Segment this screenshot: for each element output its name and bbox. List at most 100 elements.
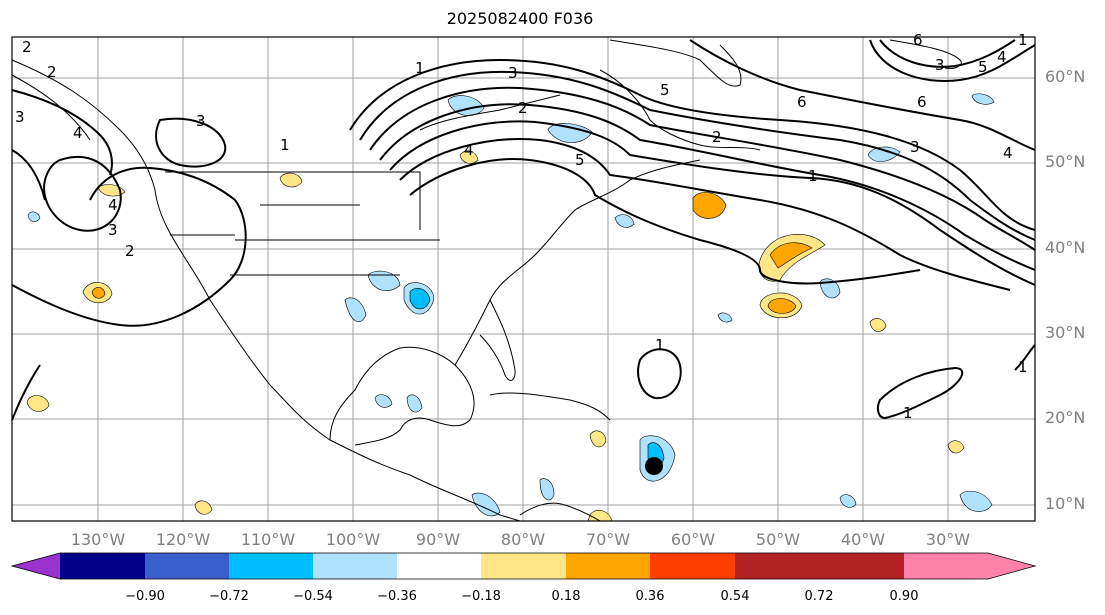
colorbar-segment [819, 553, 904, 579]
positive-anomaly [279, 172, 303, 188]
contour-label: 1 [1018, 358, 1028, 376]
contour-label: 1 [415, 59, 425, 77]
positive-anomaly [767, 298, 797, 314]
negative-anomaly [971, 93, 995, 105]
contour-label: 1 [280, 136, 290, 154]
lat-label: 10°N [1045, 494, 1086, 513]
colorbar-tick: −0.72 [209, 589, 249, 604]
negative-anomaly [471, 492, 501, 517]
negative-anomaly [717, 312, 733, 323]
contour-label: 3 [508, 64, 518, 82]
negative-anomaly [839, 494, 857, 508]
contour-label: 3 [15, 108, 25, 126]
contour-label: 6 [913, 31, 923, 49]
colorbar-extend-low [12, 553, 60, 579]
map-border [11, 36, 1036, 522]
positive-anomaly [769, 242, 813, 269]
colorbar-extend-high [988, 553, 1035, 579]
contour-labels: 2 2 3 4 3 1 4 3 2 1 3 2 4 5 6 2 3 4 1 6 … [15, 31, 1028, 422]
colorbar-segment [60, 553, 145, 579]
lat-label: 50°N [1045, 152, 1086, 171]
lon-label: 60°W [670, 530, 716, 549]
contour-label: 2 [125, 242, 135, 260]
colorbar-tick: 0.36 [635, 589, 665, 604]
positive-anomaly [91, 287, 106, 299]
negative-anomaly [409, 287, 431, 310]
negative-anomaly [374, 394, 393, 408]
colorbar-tick: −0.54 [293, 589, 333, 604]
positive-anomaly [589, 430, 607, 448]
lon-label: 130°W [70, 530, 126, 549]
colorbar-segment [650, 553, 735, 579]
contour-label: 5 [660, 81, 670, 99]
contour-label: 4 [997, 48, 1007, 66]
positive-anomaly [692, 192, 727, 219]
colorbar-tick: 0.54 [720, 589, 750, 604]
positive-anomaly [26, 395, 50, 412]
contour-label: 3 [108, 221, 118, 239]
contour-label: 3 [935, 56, 945, 74]
negative-anomaly [406, 394, 423, 413]
colorbar-tick: 0.90 [889, 589, 919, 604]
lon-label: 110°W [240, 530, 296, 549]
lon-label: 80°W [500, 530, 546, 549]
positive-anomaly [947, 440, 965, 454]
colorbar-segment [229, 553, 313, 579]
colorbar-segment [904, 553, 988, 579]
contour-label: 3 [196, 112, 206, 130]
lon-label: 70°W [585, 530, 631, 549]
negative-anomaly [819, 278, 841, 299]
lat-label: 20°N [1045, 408, 1086, 427]
contour-label: 4 [73, 124, 83, 142]
negative-anomaly [539, 478, 555, 501]
colorbar-tick: −0.36 [377, 589, 417, 604]
contour-label: 2 [712, 128, 722, 146]
colorbar-segment [481, 553, 566, 579]
contour-label: 6 [917, 93, 927, 111]
negative-anomaly [867, 146, 901, 162]
graticule [12, 37, 1035, 521]
contour-label: 6 [797, 93, 807, 111]
colorbar-segment [735, 553, 819, 579]
contour-label: 4 [464, 141, 474, 159]
contour-label: 4 [108, 196, 118, 214]
contour-label: 5 [575, 151, 585, 169]
negative-anomaly [959, 490, 993, 512]
negative-anomaly [367, 270, 401, 292]
contour-label: 1 [903, 404, 913, 422]
colorbar-segment [313, 553, 397, 579]
contour-label: 5 [978, 58, 988, 76]
negative-anomaly [344, 297, 367, 323]
colorbar-tick: 0.18 [551, 589, 581, 604]
lat-label: 40°N [1045, 238, 1086, 257]
map-title: 2025082400 F036 [446, 9, 594, 28]
lon-label: 50°W [755, 530, 801, 549]
contour-lines [11, 39, 1036, 421]
contour-label: 2 [22, 38, 32, 56]
contour-label: 1 [808, 167, 818, 185]
colorbar-tick: 0.72 [804, 589, 834, 604]
storm-center-marker [645, 457, 663, 475]
lon-label: 120°W [155, 530, 211, 549]
negative-anomaly [27, 211, 41, 222]
lon-label: 90°W [415, 530, 461, 549]
colorbar-segment [145, 553, 229, 579]
contour-label: 2 [47, 63, 57, 81]
colorbar-segment [566, 553, 650, 579]
coastlines [11, 39, 962, 522]
contour-label: 1 [1018, 31, 1028, 49]
contour-label: 4 [1003, 144, 1013, 162]
positive-anomaly [459, 150, 479, 164]
contour-label: 1 [655, 336, 665, 354]
lat-label: 30°N [1045, 323, 1086, 342]
lon-label: 100°W [325, 530, 381, 549]
colorbar-tick: −0.90 [125, 589, 165, 604]
positive-anomaly [194, 500, 213, 515]
colorbar-segment [397, 553, 481, 579]
colorbar [10, 552, 1037, 580]
colorbar-tick: −0.18 [461, 589, 501, 604]
lat-label: 60°N [1045, 67, 1086, 86]
lon-label: 40°W [840, 530, 886, 549]
negative-anomaly [614, 214, 635, 228]
